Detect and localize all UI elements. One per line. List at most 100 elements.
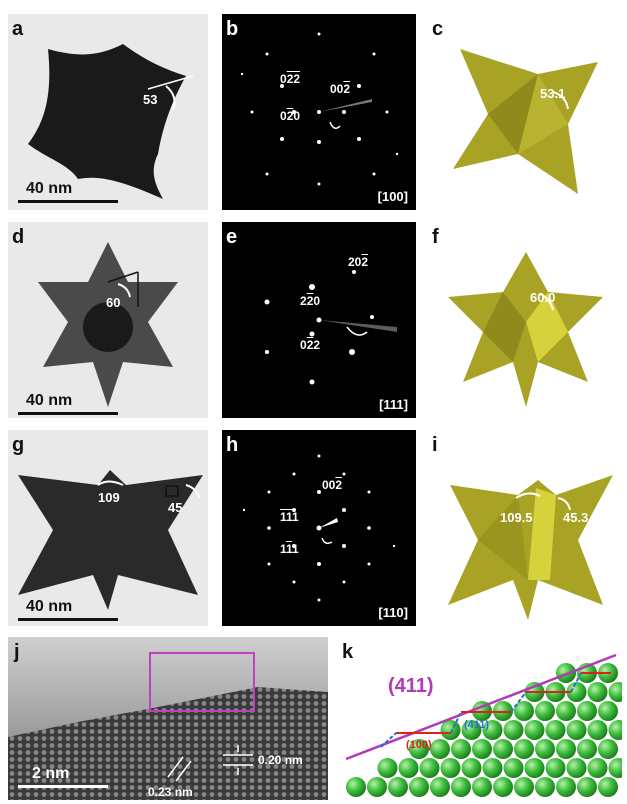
lattice-atom [493, 739, 513, 759]
lattice-atom [440, 758, 461, 778]
lattice-atom [587, 720, 608, 740]
lattice-atom [535, 701, 555, 721]
plane-label-411: (411) [388, 675, 434, 697]
tem-panel-d: d 60 40 nm [8, 222, 208, 418]
lattice-atom [608, 720, 622, 740]
scale-label-j: 2 nm [32, 765, 70, 782]
lattice-atom [346, 777, 366, 797]
angle-label-f: 60.0 [530, 290, 556, 305]
lattice-atom [545, 720, 566, 740]
panel-label-j: j [14, 641, 20, 663]
lattice-atom [556, 739, 576, 759]
scale-bar-g [18, 618, 118, 621]
zone-axis-b: [100] [377, 189, 408, 204]
lattice-atom [503, 758, 524, 778]
miller-index-1-11: 111 [280, 542, 299, 556]
lattice-atom [409, 777, 429, 797]
lattice-atom [514, 701, 534, 721]
panel-label-h: h [226, 434, 239, 456]
lattice-atom [545, 758, 566, 778]
lattice-atom [566, 720, 587, 740]
lattice-atom [524, 758, 545, 778]
lattice-atom [388, 777, 408, 797]
miller-index-0-20: 020 [280, 109, 301, 123]
scale-label-a: 40 nm [26, 180, 73, 197]
panel-label-f: f [432, 226, 439, 248]
miller-index-02-2: 022 [280, 72, 301, 86]
lattice-atom [535, 739, 555, 759]
lattice-atom [482, 720, 503, 740]
scale-label-d: 40 nm [26, 392, 73, 409]
angle-label-a: 53 [143, 92, 158, 107]
angle-label-i-1: 109.5 [500, 510, 533, 525]
lattice-atom [514, 739, 534, 759]
tem-panel-g: g 109 45 40 nm [8, 430, 208, 626]
plane-411-line [345, 653, 617, 761]
lattice-atom [451, 777, 471, 797]
panel-label-b: b [226, 18, 239, 40]
lattice-atom [409, 739, 429, 759]
lattice-atom [367, 777, 387, 797]
lattice-atom [482, 758, 503, 778]
lattice-atom [524, 720, 545, 740]
angle-label-c: 53.1 [540, 86, 566, 101]
lattice-atom [430, 777, 450, 797]
tem-panel-a: a 53 40 nm [8, 14, 208, 210]
hrtem-panel-j: j 0.20 nm 0.23 nm 2 nm [8, 637, 328, 800]
lattice-model-panel-k: k (411) (100) (411) [336, 637, 622, 800]
step-label-411: (411) [464, 719, 490, 731]
miller-index-2-20: 220 [300, 294, 321, 308]
lattice-atom [598, 701, 618, 721]
lattice-atom [503, 720, 524, 740]
lattice-atom [598, 777, 618, 797]
scale-bar-a [18, 200, 118, 203]
lattice-atom [472, 739, 492, 759]
miller-index-20-2: 202 [348, 255, 369, 269]
lattice-atom [608, 758, 622, 778]
miller-index-00-2-h: 002 [322, 478, 343, 492]
panel-label-c: c [432, 18, 444, 40]
lattice-atom [566, 682, 587, 702]
lattice-spacing-1: 0.20 nm [258, 753, 303, 767]
lattice-atom [377, 758, 398, 778]
saed-panel-h: h 002 111 111 [110] [222, 430, 416, 626]
model-panel-i: i 109.5 45.3 [428, 430, 622, 626]
lattice-atom [419, 758, 440, 778]
model-star-i [448, 475, 613, 620]
model-star-f [448, 252, 603, 407]
lattice-atom [451, 739, 471, 759]
model-panel-f: f 60.0 [428, 222, 622, 418]
scale-bar-j [18, 785, 108, 788]
scale-bar-d [18, 412, 118, 415]
lattice-atom [577, 701, 597, 721]
lattice-atom [598, 739, 618, 759]
saed-panel-b: b 022 002 020 [100] [222, 14, 416, 210]
lattice-atom [472, 777, 492, 797]
miller-index-00-2: 002 [330, 82, 351, 96]
lattice-atom [577, 739, 597, 759]
nanostar-g [18, 470, 203, 610]
lattice-spacing-2: 0.23 nm [148, 785, 193, 799]
lattice-atom [440, 720, 461, 740]
lattice-atom [566, 758, 587, 778]
lattice-atom [493, 777, 513, 797]
panel-label-d: d [12, 226, 25, 248]
panel-label-e: e [226, 226, 238, 248]
model-panel-c: c 53.1 [428, 14, 622, 210]
angle-label-g-2: 45 [168, 500, 183, 515]
miller-index-02-2-e: 022 [300, 338, 321, 352]
lattice-atom [461, 758, 482, 778]
lattice-atom [608, 682, 622, 702]
nanostar-a [28, 44, 186, 199]
lattice-atom [398, 758, 419, 778]
lattice-atom [514, 777, 534, 797]
lattice-atom [535, 777, 555, 797]
scale-label-g: 40 nm [26, 598, 73, 615]
lattice-atom [556, 777, 576, 797]
angle-label-d: 60 [106, 295, 121, 310]
zone-axis-h: [110] [378, 605, 408, 620]
panel-label-k: k [342, 641, 354, 663]
panel-label-a: a [12, 18, 24, 40]
lattice-atom [587, 758, 608, 778]
angle-label-g-1: 109 [98, 490, 120, 505]
